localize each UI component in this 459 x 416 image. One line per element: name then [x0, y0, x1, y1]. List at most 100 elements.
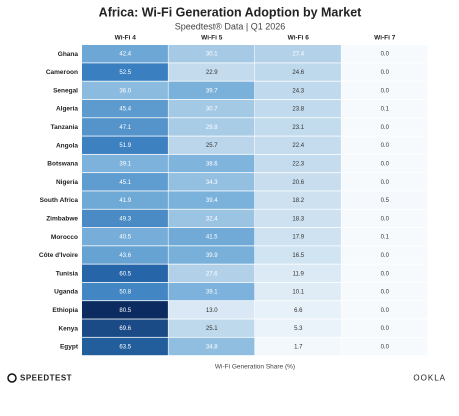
heat-cell — [341, 173, 428, 191]
cell-label: 39.4 — [206, 198, 218, 204]
heat-cell — [168, 118, 255, 136]
x-axis-label: Wi-Fi Generation Share (%) — [215, 364, 295, 371]
cell-label: 34.3 — [206, 180, 218, 186]
cell-label: 32.4 — [206, 216, 218, 222]
row-label: Egypt — [60, 344, 79, 351]
cell-label: 47.1 — [119, 125, 131, 131]
cell-label: 42.4 — [119, 52, 131, 58]
heat-cell — [341, 45, 428, 63]
cell-label: 39.7 — [206, 88, 218, 94]
chart-title: Africa: Wi-Fi Generation Adoption by Mar… — [99, 5, 362, 19]
heat-cell — [82, 246, 168, 264]
cell-label: 0.5 — [381, 198, 390, 204]
cell-label: 39.1 — [206, 290, 218, 296]
heat-cell — [82, 337, 168, 356]
heat-cell — [255, 209, 341, 228]
cell-label: 30.1 — [206, 52, 218, 58]
cell-label: 50.8 — [119, 290, 131, 296]
heat-cell — [82, 319, 168, 337]
cell-label: 45.4 — [119, 107, 131, 113]
heat-cell — [82, 173, 168, 191]
cell-label: 49.3 — [119, 216, 131, 222]
heat-cell — [341, 246, 428, 264]
heat-cell — [341, 136, 428, 154]
cell-label: 0.0 — [381, 161, 390, 167]
cell-label: 18.3 — [292, 216, 304, 222]
cell-label: 22.4 — [292, 143, 304, 149]
cell-label: 34.8 — [206, 344, 218, 350]
heat-cell — [255, 173, 341, 191]
cell-label: 27.4 — [292, 52, 304, 58]
chart-subtitle: Speedtest® Data | Q1 2026 — [175, 21, 286, 31]
heat-cell — [168, 45, 255, 63]
heat-cell — [82, 154, 168, 173]
heat-cell — [255, 337, 341, 356]
cell-label: 11.9 — [293, 271, 305, 277]
cell-label: 0.0 — [381, 70, 390, 76]
heat-cell — [168, 319, 255, 337]
heat-cell — [168, 301, 255, 319]
row-label: Zimbabwe — [46, 216, 78, 223]
row-label: Angola — [56, 142, 78, 149]
cell-label: 25.7 — [206, 143, 218, 149]
cell-label: 52.5 — [119, 70, 131, 76]
cell-label: 0.0 — [381, 180, 390, 186]
row-label: Cameroon — [46, 69, 78, 76]
heat-cell — [168, 227, 255, 246]
cell-label: 16.5 — [292, 253, 304, 259]
row-label: Ghana — [58, 51, 79, 58]
heat-cell — [168, 337, 255, 356]
row-label: Morocco — [51, 234, 78, 241]
heat-cell — [168, 136, 255, 154]
heat-cell — [341, 63, 428, 81]
heat-cell — [255, 118, 341, 136]
cell-label: 18.2 — [292, 198, 304, 204]
heat-cell — [168, 191, 255, 209]
heat-cell — [255, 63, 341, 81]
cell-label: 5.3 — [294, 326, 303, 332]
heat-cell — [82, 227, 168, 246]
cell-label: 1.7 — [294, 344, 303, 350]
heat-cell — [255, 282, 341, 301]
heat-cell — [82, 209, 168, 228]
cell-label: 0.0 — [381, 52, 390, 58]
heat-cell — [341, 81, 428, 100]
heat-cell — [168, 282, 255, 301]
cell-label: 60.5 — [119, 271, 131, 277]
heat-cell — [341, 264, 428, 283]
cell-label: 45.1 — [119, 180, 131, 186]
row-label: Uganda — [54, 289, 78, 296]
heat-cell — [82, 264, 168, 283]
heat-cell — [82, 45, 168, 63]
cell-label: 63.5 — [119, 344, 131, 350]
cell-label: 23.1 — [292, 125, 304, 131]
heat-cell — [255, 154, 341, 173]
row-label: Kenya — [58, 325, 78, 332]
heat-cell — [82, 282, 168, 301]
heat-cell — [341, 99, 428, 118]
cell-label: 6.6 — [294, 308, 303, 314]
heat-cell — [168, 209, 255, 228]
cell-label: 0.0 — [381, 253, 390, 259]
row-label: Nigeria — [56, 179, 78, 186]
heat-cell — [341, 154, 428, 173]
cell-label: 22.3 — [292, 161, 304, 167]
heat-cell — [82, 136, 168, 154]
heat-cell — [341, 209, 428, 228]
row-label: Botswana — [47, 161, 78, 168]
cell-label: 25.1 — [206, 326, 218, 332]
column-header: Wi-Fi 4 — [115, 35, 137, 42]
cell-label: 41.9 — [119, 198, 131, 204]
cell-label: 51.9 — [119, 143, 131, 149]
heat-cell — [341, 227, 428, 246]
cell-label: 40.5 — [119, 235, 131, 241]
row-label: Côte d'Ivoire — [39, 252, 78, 259]
cell-label: 0.1 — [381, 235, 390, 241]
cell-label: 27.6 — [206, 271, 218, 277]
cell-label: 29.8 — [206, 125, 218, 131]
cell-label: 0.1 — [381, 107, 390, 113]
cell-label: 36.0 — [119, 88, 131, 94]
row-label: Tunisia — [56, 270, 79, 277]
heat-cell — [255, 45, 341, 63]
